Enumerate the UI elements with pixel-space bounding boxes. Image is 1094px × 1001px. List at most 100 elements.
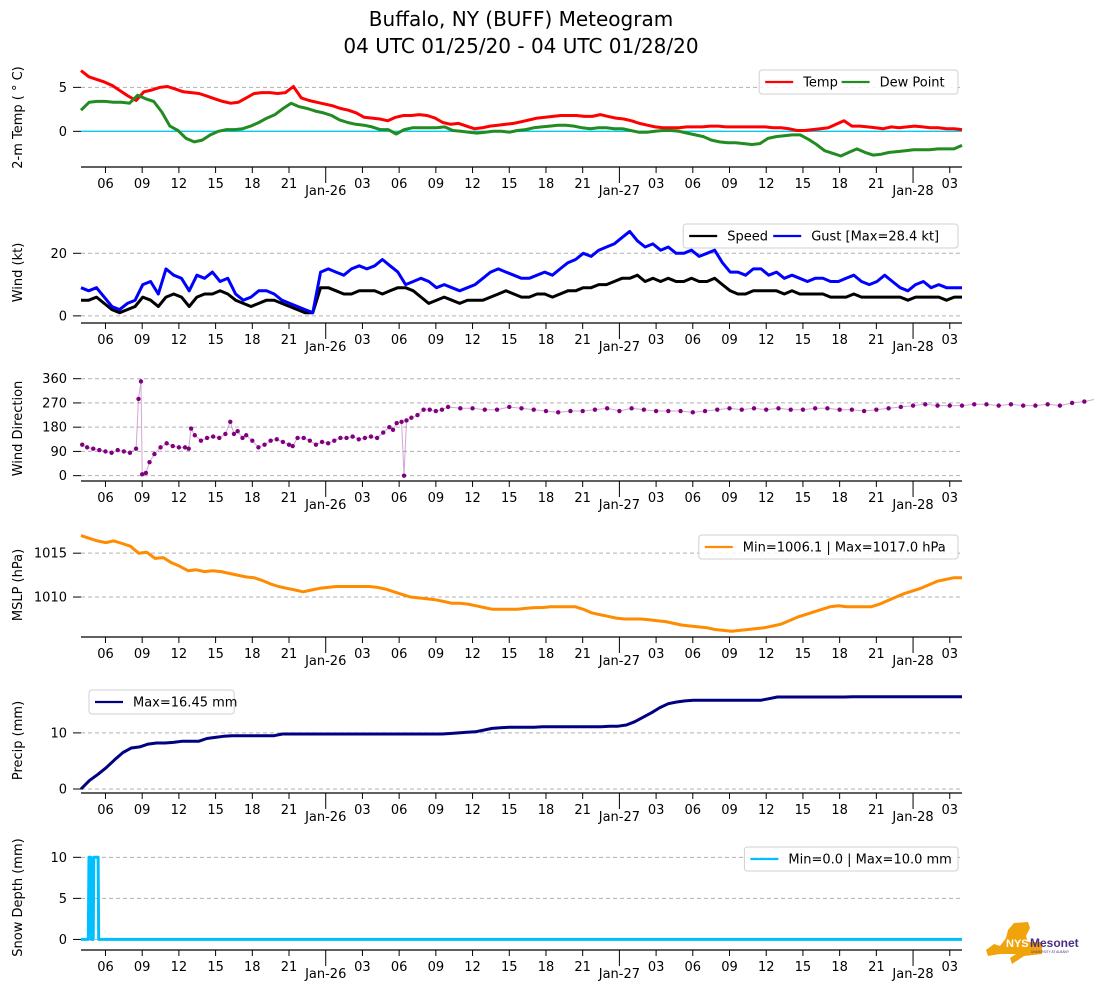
data-point <box>210 434 216 439</box>
data-point <box>313 442 319 447</box>
data-point <box>115 447 120 453</box>
legend: Temp Dew Point <box>758 69 959 95</box>
y-axis-label: Wind (kt) <box>11 243 26 303</box>
x-tick-label: 18 <box>538 333 555 348</box>
x-tick-label: 06 <box>97 803 114 818</box>
data-point <box>290 443 295 449</box>
x-tick-label: 06 <box>685 177 702 192</box>
data-point <box>1008 402 1014 407</box>
data-point <box>394 420 399 426</box>
logo-subtitle-text: UNIVERSITY AT ALBANY <box>1031 950 1070 954</box>
x-tick-label: 15 <box>501 491 518 506</box>
x-tick-label: 03 <box>354 647 371 662</box>
x-tick-label: 06 <box>97 177 114 192</box>
data-point <box>319 439 325 445</box>
data-point <box>629 406 634 411</box>
data-point <box>739 407 744 412</box>
data-point <box>1057 403 1063 408</box>
legend-label: Max=16.45 mm <box>133 696 237 711</box>
x-tick-label: 09 <box>134 177 151 192</box>
legend: Max=16.45 mm <box>88 689 237 715</box>
data-point <box>439 407 445 412</box>
x-tick-label: 18 <box>244 177 261 192</box>
x-tick-label: 09 <box>721 177 738 192</box>
x-tick-label: 12 <box>758 333 775 348</box>
data-point <box>604 406 610 411</box>
data-point <box>152 451 157 457</box>
x-tick-label: 12 <box>171 960 188 975</box>
data-point <box>374 435 380 441</box>
x-tick-label: 21 <box>574 960 591 975</box>
data-point <box>240 435 245 441</box>
x-tick-label: 21 <box>868 647 885 662</box>
data-point <box>84 445 90 450</box>
x-tick-label: 15 <box>207 647 224 662</box>
x-tick-label: 21 <box>574 491 591 506</box>
data-point <box>861 408 867 414</box>
x-tick-label: Jan-28 <box>891 498 933 513</box>
y-tick-label: 0 <box>59 125 67 140</box>
x-tick-label: 06 <box>685 333 702 348</box>
data-point <box>80 442 85 447</box>
x-tick-label: 21 <box>574 647 591 662</box>
legend-label: Gust [Max=28.4 kt] <box>811 230 939 245</box>
x-tick-label: 21 <box>868 333 885 348</box>
data-point <box>231 431 237 437</box>
y-tick-label: 180 <box>42 421 67 436</box>
data-point <box>256 445 261 450</box>
data-point <box>1033 403 1038 408</box>
x-tick-label: 03 <box>354 803 371 818</box>
y-tick-label: 360 <box>42 372 67 387</box>
panel-wind: 0 20 06 09 12 15 18 21 Jan-26 03 06 09 12 15 18 21 Jan-2… <box>11 223 962 355</box>
x-tick-label: 21 <box>868 960 885 975</box>
x-tick-label: 09 <box>428 177 445 192</box>
data-point <box>874 407 879 412</box>
x-tick-label: Jan-28 <box>891 810 933 825</box>
x-tick-label: Jan-27 <box>598 498 640 513</box>
data-point <box>274 437 279 442</box>
data-point <box>307 438 313 443</box>
x-tick-label: 12 <box>464 491 481 506</box>
y-axis-label: 2-m Temp ( ° C) <box>11 66 26 169</box>
legend-label: Temp <box>802 76 838 91</box>
data-point <box>592 407 598 412</box>
data-point <box>458 406 463 411</box>
x-tick-label: 09 <box>721 491 738 506</box>
data-point <box>507 404 512 410</box>
x-tick-label: 06 <box>97 647 114 662</box>
x-tick-label: 09 <box>134 960 151 975</box>
x-tick-label: 06 <box>685 647 702 662</box>
x-tick-label: 06 <box>391 333 408 348</box>
x-tick-label: 03 <box>354 960 371 975</box>
x-tick-label: 21 <box>574 177 591 192</box>
series-line-speed <box>81 273 962 315</box>
data-point <box>295 435 300 441</box>
x-tick-label: Jan-28 <box>891 340 933 355</box>
data-point <box>580 408 585 414</box>
x-tick-label: 09 <box>428 333 445 348</box>
data-point <box>170 443 175 449</box>
x-tick-label: 21 <box>281 333 298 348</box>
x-tick-label: 12 <box>464 177 481 192</box>
title-line-1: Buffalo, NY (BUFF) Meteogram <box>368 7 674 31</box>
x-tick-label: 03 <box>354 333 371 348</box>
y-tick-label: 10 <box>50 726 67 741</box>
y-tick-label: 0 <box>59 933 67 948</box>
data-point <box>898 404 904 410</box>
panel-snow_depth: 0 5 10 06 09 12 15 18 21 Jan-26 03 06 09 12 15 18 21 Jan-… <box>11 838 962 982</box>
legend: Speed Gust [Max=28.4 kt] <box>682 223 959 249</box>
x-tick-label: 21 <box>281 647 298 662</box>
x-tick-label: 03 <box>648 491 665 506</box>
data-point <box>470 406 475 411</box>
data-point <box>543 408 549 414</box>
data-point <box>415 412 420 418</box>
x-tick-label: 03 <box>941 803 958 818</box>
x-tick-label: 06 <box>391 803 408 818</box>
data-point <box>332 438 337 443</box>
x-tick-label: 09 <box>428 647 445 662</box>
x-tick-label: Jan-27 <box>598 340 640 355</box>
x-tick-label: 21 <box>868 491 885 506</box>
legend-box <box>88 689 235 715</box>
x-tick-label: Jan-26 <box>304 340 346 355</box>
